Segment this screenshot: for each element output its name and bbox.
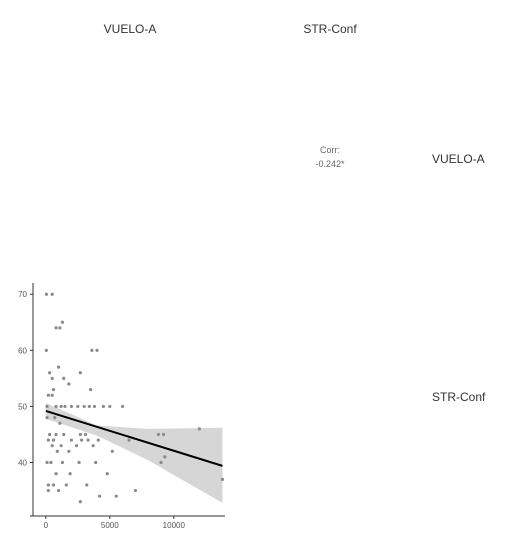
data-point [77, 460, 81, 465]
data-point [54, 472, 58, 476]
scatter-plot: 40 50 60 70 0 5000 10000 [18, 283, 225, 530]
data-point [58, 421, 62, 425]
data-point [127, 438, 131, 442]
data-point [54, 404, 58, 409]
data-point [55, 449, 59, 453]
data-point [50, 292, 54, 296]
data-point [50, 376, 54, 380]
data-point [197, 427, 201, 431]
data-point [97, 494, 102, 498]
data-point [57, 365, 61, 369]
row-label-vuelo-a: VUELO-A [432, 152, 485, 166]
data-point [59, 444, 63, 448]
data-point [220, 477, 225, 481]
data-point [46, 438, 50, 442]
y-tick-label: 60 [18, 346, 27, 355]
data-point [46, 483, 50, 487]
data-point [57, 488, 61, 493]
data-point [161, 432, 166, 437]
data-point [63, 404, 67, 409]
data-point [108, 404, 112, 409]
data-point [51, 387, 56, 392]
column-label-vuelo-a: VUELO-A [103, 22, 157, 36]
data-point [94, 460, 98, 465]
x-tick-label: 0 [44, 521, 49, 530]
correlation-value: -0.242* [315, 159, 345, 169]
data-point [74, 444, 79, 448]
axes-layer: 40 50 60 70 0 5000 10000 [18, 283, 225, 530]
data-point [105, 472, 109, 476]
data-point [78, 371, 82, 375]
data-point [95, 348, 99, 352]
data-point [78, 500, 82, 504]
data-point [64, 483, 68, 487]
data-point [82, 404, 86, 409]
data-point [96, 438, 100, 442]
data-point [59, 404, 63, 409]
data-point [49, 460, 53, 465]
data-point [44, 348, 48, 352]
points-layer [44, 292, 225, 504]
data-point [45, 460, 49, 465]
x-tick-label: 10000 [163, 521, 186, 530]
data-point [69, 438, 73, 442]
data-point [90, 348, 94, 352]
data-point [54, 432, 58, 437]
data-point [87, 404, 91, 409]
data-point [62, 432, 66, 437]
column-label-str-conf: STR-Conf [303, 22, 357, 36]
y-tick-label: 70 [18, 290, 27, 299]
data-point [156, 432, 161, 437]
data-point [83, 432, 88, 437]
data-point [133, 488, 137, 493]
data-point [89, 387, 93, 392]
data-point [67, 449, 71, 453]
data-point [51, 483, 56, 487]
data-point [67, 382, 71, 386]
data-point [110, 449, 114, 453]
data-point [50, 393, 54, 397]
data-point [44, 292, 49, 296]
row-label-str-conf: STR-Conf [432, 390, 486, 404]
data-point [54, 326, 58, 330]
data-point [92, 404, 97, 409]
data-point [58, 326, 62, 330]
x-tick-label: 5000 [101, 521, 119, 530]
data-point [114, 494, 118, 498]
data-point [48, 432, 52, 437]
data-point [76, 404, 80, 409]
y-tick-label: 50 [18, 402, 27, 411]
confidence-band [45, 403, 223, 503]
data-point [85, 483, 89, 487]
confidence-band-layer [45, 403, 223, 503]
data-point [51, 438, 56, 442]
data-point [48, 371, 52, 375]
data-point [163, 455, 167, 459]
data-point [78, 432, 82, 437]
data-point [60, 460, 65, 465]
data-point [60, 320, 65, 324]
data-point [62, 376, 66, 380]
data-point [46, 488, 50, 493]
data-point [46, 393, 50, 397]
data-point [50, 444, 54, 448]
data-point [101, 404, 105, 409]
data-point [45, 416, 49, 420]
correlation-panel: Corr: -0.242* [290, 143, 370, 171]
data-point [45, 404, 49, 409]
data-point [80, 438, 84, 442]
correlation-title: Corr: [320, 145, 340, 155]
data-point [69, 404, 73, 409]
data-point [121, 404, 125, 409]
data-point [53, 416, 57, 420]
trend-line [45, 409, 223, 467]
data-point [91, 444, 95, 448]
data-point [68, 472, 72, 476]
data-point [86, 438, 90, 442]
data-point [159, 460, 163, 465]
trend-line-layer [45, 409, 223, 467]
y-tick-label: 40 [18, 459, 27, 468]
